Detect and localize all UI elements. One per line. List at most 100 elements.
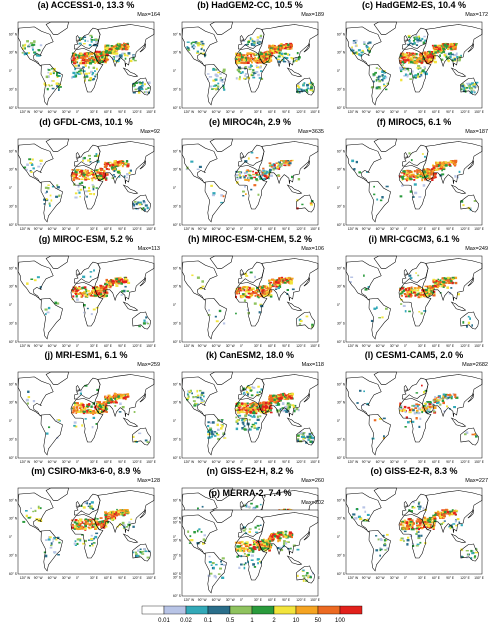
field-cell — [419, 55, 423, 57]
field-cell — [448, 278, 451, 282]
lon-tick-label: 60° E — [432, 227, 440, 231]
field-cell — [112, 515, 116, 517]
field-cell — [144, 204, 148, 207]
concentration-field — [349, 272, 473, 328]
coastline-indonesia — [122, 533, 139, 543]
field-cell — [119, 54, 122, 57]
lon-tick-label: 30° E — [254, 110, 262, 114]
field-cell — [87, 505, 91, 507]
field-cell — [48, 202, 51, 205]
field-cell — [290, 160, 293, 162]
field-cell — [235, 58, 238, 60]
field-cell — [433, 398, 437, 401]
field-cell — [95, 73, 98, 76]
field-cell — [242, 387, 246, 390]
field-cell — [199, 287, 203, 290]
lat-tick-label: 30° S — [9, 205, 17, 209]
field-cell — [400, 294, 403, 297]
field-cell — [351, 159, 355, 163]
coastline-indonesia — [450, 184, 467, 194]
lat-tick-label: 60° N — [9, 498, 18, 502]
field-cell — [278, 394, 281, 397]
field-cell — [196, 394, 200, 397]
field-cell — [368, 41, 372, 44]
field-cell — [273, 398, 276, 401]
map-panel-f: (f) MIROC5, 6.1 % Max=187 60° N 30° N 0° 30° … — [336, 117, 492, 236]
coastline-uk — [75, 35, 81, 41]
panel-max-label: Max=249 — [465, 246, 488, 252]
field-cell — [215, 68, 218, 71]
field-cell — [93, 269, 95, 272]
field-cell — [445, 396, 449, 399]
coastline-south-america — [40, 181, 63, 223]
field-cell — [238, 414, 242, 417]
field-cell — [305, 315, 309, 318]
field-cell — [430, 289, 433, 292]
field-cell — [72, 288, 75, 291]
field-cell — [424, 174, 428, 176]
field-cell — [441, 59, 444, 61]
field-cell — [90, 538, 93, 541]
field-cell — [255, 157, 259, 159]
field-cell — [251, 292, 253, 295]
field-cell — [244, 286, 248, 289]
field-cell — [108, 397, 110, 400]
field-cell — [282, 393, 285, 397]
field-cell — [455, 52, 458, 55]
coastline-europe — [73, 27, 101, 50]
field-cell — [79, 404, 83, 407]
coastline-asia — [422, 374, 483, 418]
coastline-australia — [132, 77, 151, 96]
coastline-africa — [70, 48, 104, 93]
field-cell — [413, 61, 417, 64]
field-cell — [412, 196, 415, 198]
field-cell — [446, 396, 450, 398]
field-cell — [446, 286, 449, 289]
field-cell — [86, 290, 90, 292]
field-cell — [242, 423, 245, 426]
coastline-indonesia — [122, 67, 139, 77]
field-cell — [81, 424, 84, 427]
field-cell — [352, 40, 356, 42]
field-cell — [118, 393, 121, 396]
field-cell — [92, 185, 95, 189]
field-cell — [421, 37, 424, 41]
field-cell — [262, 167, 265, 171]
field-cell — [101, 408, 103, 411]
field-cell — [281, 58, 285, 62]
lon-tick-label: 30° E — [90, 227, 98, 231]
coastline-africa — [398, 165, 432, 210]
field-cell — [425, 170, 429, 173]
field-cell — [104, 517, 108, 520]
field-cell — [87, 519, 89, 522]
field-cell — [433, 284, 437, 287]
field-cell — [25, 510, 28, 512]
field-cell — [108, 512, 111, 514]
field-cell — [281, 395, 284, 398]
field-cell — [73, 402, 76, 405]
field-cell — [81, 170, 84, 173]
field-cell — [74, 64, 78, 67]
field-cell — [404, 288, 408, 291]
field-cell — [430, 170, 433, 173]
field-cell — [75, 176, 77, 178]
lon-tick-label: 150° E — [310, 344, 320, 348]
field-cell — [282, 397, 286, 400]
field-cell — [245, 275, 249, 277]
field-cell — [275, 279, 278, 282]
field-cell — [403, 56, 406, 59]
field-cell — [91, 426, 94, 429]
field-cell — [102, 51, 105, 54]
field-cell — [85, 58, 88, 62]
field-cell — [367, 49, 370, 52]
field-cell — [207, 314, 211, 316]
field-cell — [210, 430, 214, 433]
field-cell — [51, 84, 53, 87]
field-cell — [79, 292, 82, 294]
field-cell — [77, 64, 80, 67]
field-cell — [121, 406, 125, 409]
field-cell — [50, 542, 53, 545]
field-cell — [82, 70, 86, 73]
field-cell — [113, 160, 117, 163]
field-cell — [437, 283, 440, 286]
